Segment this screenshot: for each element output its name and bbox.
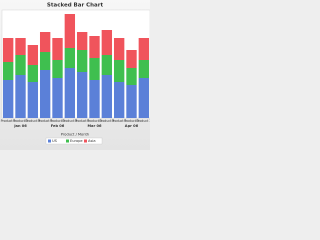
legend-swatch — [84, 139, 87, 143]
plot-area — [1, 9, 150, 119]
bar-segment — [101, 55, 113, 75]
bar-segment — [126, 68, 137, 85]
x-tick-label: Product 2 — [13, 119, 28, 123]
bar-segment — [113, 60, 125, 82]
group-label: Apr 06 — [125, 124, 139, 128]
x-tick-label: Product 1 — [38, 119, 53, 123]
bar-segment — [89, 36, 100, 58]
bar-segment — [89, 58, 100, 80]
bar-segment — [113, 82, 125, 118]
bar-segment — [15, 75, 26, 118]
bar-segment — [2, 62, 14, 80]
legend-label: Asia — [88, 139, 96, 143]
bar-segment — [27, 65, 39, 82]
bar-segment — [76, 32, 88, 50]
bar-segment — [27, 82, 39, 118]
legend-swatch — [66, 139, 69, 143]
x-tick-label: Product 1 — [1, 119, 16, 123]
x-tick-label: Product 3 — [62, 119, 77, 123]
x-tick-label: Product 3 — [136, 119, 150, 123]
bar-segment — [101, 75, 113, 118]
bar-segment — [76, 50, 88, 72]
x-axis-title: Product / Month — [61, 133, 89, 137]
bar-segment — [2, 80, 14, 118]
bar-segment — [52, 60, 63, 78]
legend-box — [45, 137, 103, 145]
bar-segment — [76, 72, 88, 118]
legend-swatch — [48, 139, 51, 143]
group-label: Feb 06 — [51, 124, 65, 128]
x-tick-label: Product 2 — [87, 119, 102, 123]
bar-segment — [2, 38, 14, 62]
legend-label: Europe — [70, 139, 83, 143]
group-label: Mar 06 — [87, 124, 102, 128]
chart: Stacked Bar Chart Product / Month Produc… — [0, 0, 150, 150]
bar-segment — [52, 38, 63, 60]
bar-segment — [64, 68, 76, 118]
bar-segment — [126, 85, 137, 118]
x-tick-label: Product 2 — [124, 119, 139, 123]
x-tick-label: Product 3 — [25, 119, 40, 123]
bar-segment — [126, 50, 137, 68]
bar-segment — [64, 48, 76, 68]
chart-title: Stacked Bar Chart — [47, 3, 104, 9]
bar-segment — [138, 38, 150, 60]
group-label: Jan 06 — [13, 124, 27, 128]
bar-segment — [15, 55, 26, 75]
bar-segment — [27, 45, 39, 65]
legend-label: US — [52, 139, 58, 143]
bar-segment — [101, 30, 113, 55]
bar-segment — [39, 52, 51, 70]
bar-segment — [39, 32, 51, 52]
bar-segment — [138, 78, 150, 118]
bar-segment — [113, 38, 125, 60]
bar-segment — [89, 80, 100, 118]
bar-segment — [15, 38, 26, 55]
x-tick-label: Product 1 — [75, 119, 90, 123]
bar-segment — [39, 70, 51, 118]
bar-segment — [64, 14, 76, 48]
bar-segment — [138, 60, 150, 78]
bar-segment — [52, 78, 63, 118]
x-tick-label: Product 3 — [99, 119, 114, 123]
page: {"chart_data": {"type": "stacked-bar", "… — [0, 0, 150, 150]
x-tick-label: Product 1 — [112, 119, 127, 123]
x-tick-label: Product 2 — [50, 119, 65, 123]
